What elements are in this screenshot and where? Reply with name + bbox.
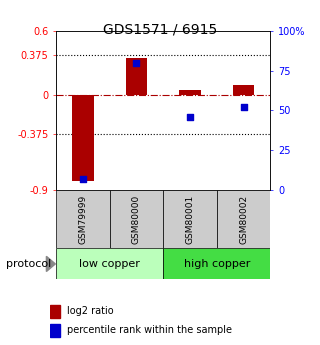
Text: GSM80002: GSM80002 (239, 195, 248, 244)
Bar (179, 90, 201, 95)
Bar (163, 190, 217, 248)
Text: GSM80000: GSM80000 (132, 195, 141, 244)
Bar (50, 305, 60, 317)
Point (241, 105, 246, 110)
Bar (126, 58, 147, 95)
Text: GDS1571 / 6915: GDS1571 / 6915 (103, 22, 217, 37)
Text: protocol: protocol (6, 259, 52, 269)
Text: high copper: high copper (184, 259, 250, 269)
Text: GSM79999: GSM79999 (78, 195, 87, 244)
Point (134, 60, 139, 66)
Bar (56, 248, 163, 279)
Bar (109, 190, 163, 248)
Point (80, 176, 85, 181)
Text: log2 ratio: log2 ratio (67, 306, 114, 316)
Bar (217, 190, 270, 248)
Text: low copper: low copper (79, 259, 140, 269)
Bar (72, 95, 93, 181)
Point (188, 114, 193, 119)
Text: percentile rank within the sample: percentile rank within the sample (67, 325, 232, 335)
Bar (233, 85, 254, 95)
Bar (56, 190, 109, 248)
Text: GSM80001: GSM80001 (186, 195, 195, 244)
Bar (163, 248, 270, 279)
Bar (50, 324, 60, 337)
Polygon shape (46, 256, 55, 272)
